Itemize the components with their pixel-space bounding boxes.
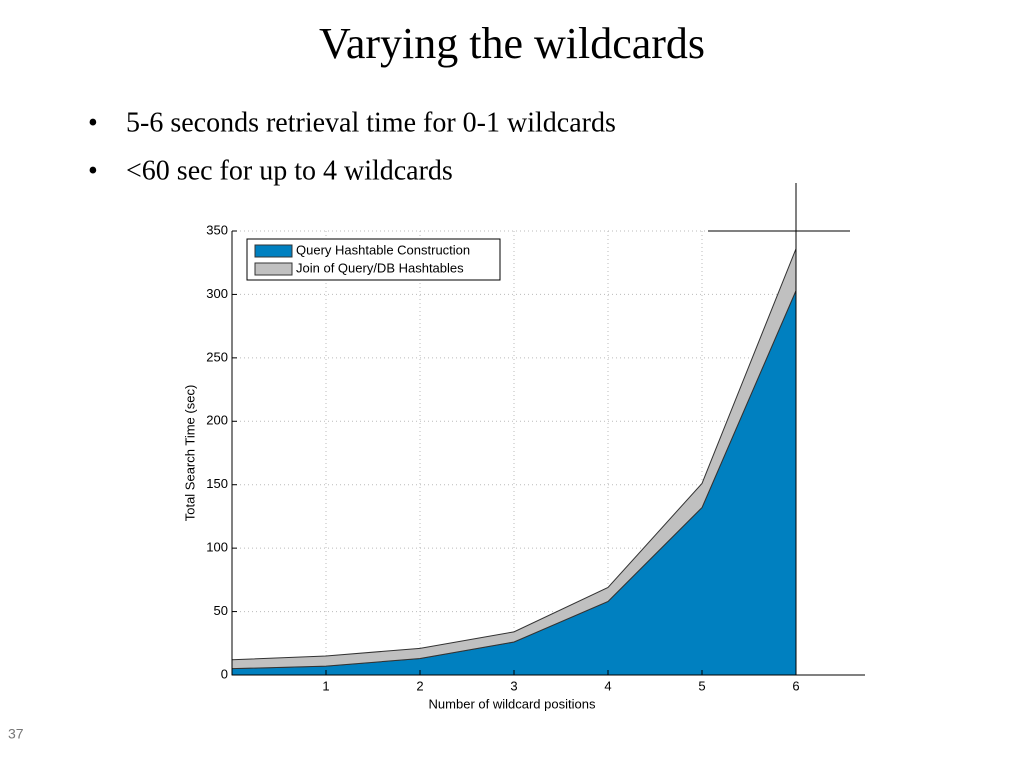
bullet: <60 sec for up to 4 wildcards xyxy=(126,155,453,186)
x-tick-label: 1 xyxy=(322,678,329,693)
x-tick-label: 6 xyxy=(792,678,799,693)
legend-label: Query Hashtable Construction xyxy=(296,242,470,257)
legend-label: Join of Query/DB Hashtables xyxy=(296,260,464,275)
x-tick-label: 5 xyxy=(698,678,705,693)
bullet: 5-6 seconds retrieval time for 0-1 wildc… xyxy=(126,107,616,138)
x-axis-label: Number of wildcard positions xyxy=(429,696,596,711)
y-tick-label: 200 xyxy=(206,413,228,428)
x-tick-label: 2 xyxy=(416,678,423,693)
y-tick-label: 150 xyxy=(206,476,228,491)
y-tick-label: 100 xyxy=(206,540,228,555)
slide-number: 37 xyxy=(8,726,24,742)
y-tick-label: 300 xyxy=(206,286,228,301)
chart: 0 50 100 150 200 250 300 350 1 2 3 4 5 6 Number of wil… xyxy=(182,183,865,711)
x-tick-label: 3 xyxy=(510,678,517,693)
y-tick-label: 50 xyxy=(214,603,228,618)
slide-title: Varying the wildcards xyxy=(319,19,705,68)
y-tick-label: 0 xyxy=(221,666,228,681)
x-tick-label: 4 xyxy=(604,678,611,693)
bullet-dot: • xyxy=(88,107,98,138)
y-axis-label: Total Search Time (sec) xyxy=(182,385,197,522)
legend-swatch xyxy=(254,244,293,258)
y-tick-label: 350 xyxy=(206,222,228,237)
bullet-dot: • xyxy=(88,155,98,186)
legend-swatch xyxy=(254,262,293,276)
y-tick-label: 250 xyxy=(206,349,228,364)
